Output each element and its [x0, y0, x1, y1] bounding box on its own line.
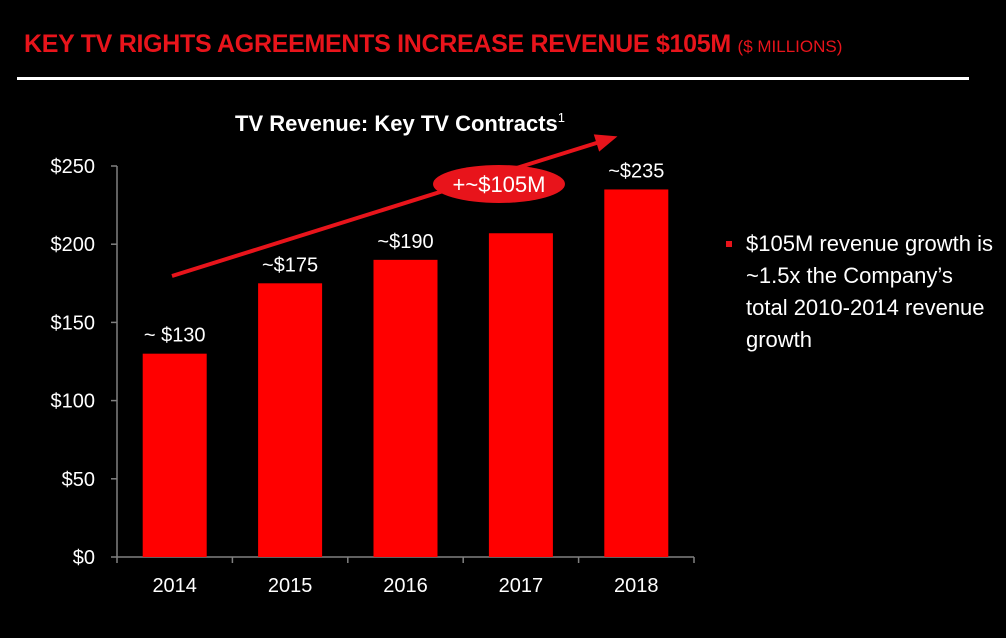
y-tick-label: $100 [51, 391, 96, 413]
growth-annotation-label: +~$105M [453, 172, 546, 197]
bar-2018 [604, 189, 669, 557]
page-title-units: ($ MILLIONS) [737, 37, 843, 56]
y-tick-label: $250 [51, 156, 96, 178]
data-label-2014: ~ $130 [144, 325, 206, 347]
x-tick-label-2015: 2015 [268, 575, 313, 597]
x-tick-label-2018: 2018 [614, 575, 659, 597]
x-tick-label-2016: 2016 [383, 575, 428, 597]
x-tick-label-2014: 2014 [152, 575, 197, 597]
header-divider [17, 77, 969, 80]
data-label-2015: ~$175 [262, 254, 318, 276]
bullet-marker [726, 241, 732, 247]
trend-arrow-line [171, 138, 607, 278]
bar-2015 [258, 283, 323, 557]
bullet-point: $105M revenue growth is ~1.5x the Compan… [726, 228, 996, 356]
data-label-2016: ~$190 [377, 231, 433, 253]
bar-2016 [373, 259, 438, 557]
x-tick-label-2017: 2017 [499, 575, 544, 597]
bar-2014 [142, 353, 207, 557]
trend-arrow-head [593, 134, 618, 152]
y-tick-label: $50 [62, 469, 95, 491]
data-label-2018: ~$235 [608, 160, 664, 182]
page-title-text: KEY TV RIGHTS AGREEMENTS INCREASE REVENU… [24, 30, 731, 58]
bullet-text: $105M revenue growth is ~1.5x the Compan… [746, 231, 994, 352]
chart-title: TV Revenue: Key TV Contracts1 [235, 110, 565, 136]
y-tick-label: $0 [73, 547, 95, 569]
y-tick-label: $150 [51, 312, 96, 334]
y-tick-label: $200 [51, 234, 96, 256]
page-title: KEY TV RIGHTS AGREEMENTS INCREASE REVENU… [24, 30, 842, 59]
growth-annotation-bubble [433, 165, 565, 203]
bar-2017 [488, 233, 553, 557]
